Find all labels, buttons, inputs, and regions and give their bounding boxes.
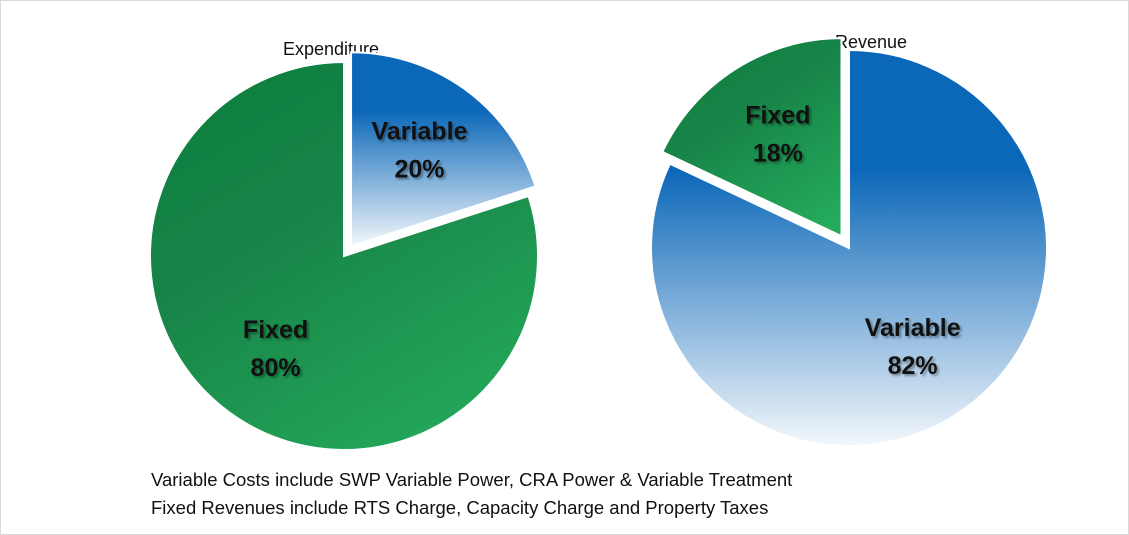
slice-category: Variable [372,118,468,146]
pie-slice [661,37,843,238]
slice-value-label: 82% [888,352,938,380]
slice-value-label: 18% [753,139,803,167]
slice-value-label: 20% [394,156,444,184]
slice-value-label: 80% [251,354,301,382]
pie-slice [149,60,539,451]
footnote: Variable Costs include SWP Variable Powe… [151,469,793,490]
pie-slice [650,48,1048,447]
pie-slice [350,51,537,248]
slice-category: Fixed [243,316,308,344]
slice-category: Fixed [745,101,810,129]
footnote: Fixed Revenues include RTS Charge, Capac… [151,497,769,518]
slice-category: Variable [865,314,961,342]
chart-title: Revenue [835,32,907,52]
